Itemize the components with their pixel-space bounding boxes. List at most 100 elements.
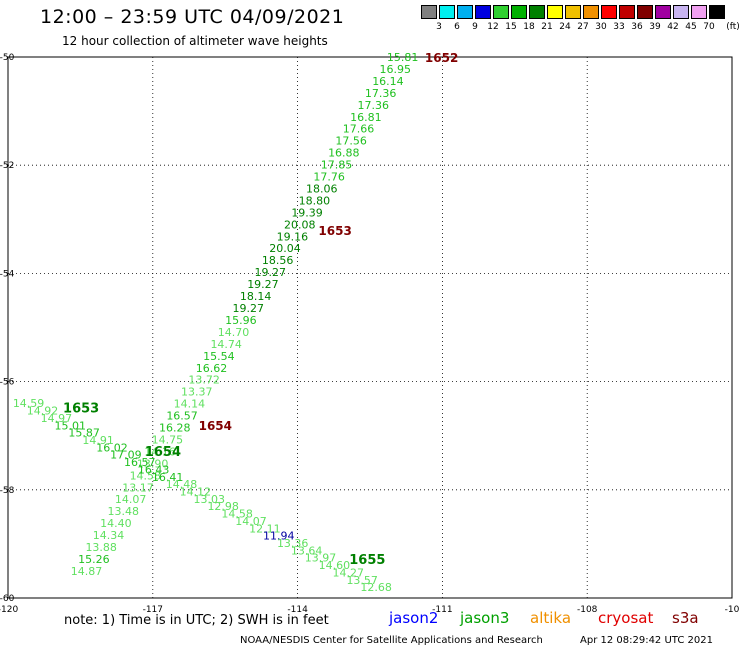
color-swatch <box>601 5 617 19</box>
color-tick-label: 36 <box>631 22 643 32</box>
wave-height-label: 14.58 <box>221 508 253 521</box>
wave-height-label: 13.57 <box>346 574 378 587</box>
wave-height-label: 18.14 <box>240 290 272 303</box>
wave-height-label: 14.27 <box>333 566 365 579</box>
wave-height-label: 13.48 <box>108 505 140 518</box>
wave-height-label: 17.56 <box>335 135 367 148</box>
wave-height-label: 12.11 <box>249 522 280 535</box>
legend-s3a: s3a <box>672 609 699 627</box>
pass-time-label: 1652 <box>425 51 458 65</box>
wave-height-label: 17.66 <box>343 123 375 136</box>
wave-height-label: 14.58 <box>130 469 162 482</box>
wave-height-label: 18.06 <box>306 182 338 195</box>
wave-height-label: 13.72 <box>188 374 220 387</box>
wave-height-label: 14.70 <box>218 326 250 339</box>
legend-cryosat: cryosat <box>598 609 654 627</box>
page-title: 12:00 – 23:59 UTC 04/09/2021 <box>40 6 345 28</box>
color-tick-label: 33 <box>613 22 625 32</box>
x-tick-label: -120 <box>0 605 18 615</box>
wave-height-label: 14.34 <box>93 529 125 542</box>
wave-height-label: 14.07 <box>235 515 267 528</box>
wave-height-label: 16.14 <box>372 75 404 88</box>
wave-height-label: 15.54 <box>203 350 235 363</box>
color-tick-label: 15 <box>505 22 517 32</box>
color-swatch <box>475 5 491 19</box>
x-tick-label: -111 <box>432 605 452 615</box>
color-swatch <box>565 5 581 19</box>
pass-time-label: 1653 <box>63 402 99 417</box>
x-tick-label: -10 <box>725 605 740 615</box>
wave-height-label: 13.37 <box>181 386 213 399</box>
wave-height-label: 18.80 <box>299 194 331 207</box>
wave-height-label: 14.40 <box>100 517 132 530</box>
wave-height-label: 16.43 <box>138 463 170 476</box>
wave-height-label: 17.76 <box>313 171 345 184</box>
map-frame <box>7 56 733 599</box>
wave-height-label: 15.87 <box>68 427 100 440</box>
wave-height-label: 16.57 <box>166 410 198 423</box>
legend-altika: altika <box>530 609 572 627</box>
wave-height-label: 17.36 <box>365 87 397 100</box>
color-tick-label: 18 <box>523 22 535 32</box>
y-tick-label: -56 <box>0 378 15 388</box>
wave-height-label: 13.64 <box>291 544 323 557</box>
wave-height-label: 14.92 <box>27 405 59 418</box>
wave-height-label: 19.16 <box>277 230 309 243</box>
pass-time-label: 1653 <box>318 224 351 238</box>
wave-height-label: 19.27 <box>255 266 286 279</box>
wave-height-label: 19.39 <box>291 206 323 219</box>
credit-organization: NOAA/NESDIS Center for Satellite Applica… <box>240 635 543 646</box>
y-tick-label: -58 <box>0 486 15 496</box>
color-tick-label: 24 <box>559 22 571 32</box>
wave-height-label: 15.26 <box>78 553 110 566</box>
y-tick-label: -54 <box>0 269 15 279</box>
color-swatch <box>547 5 563 19</box>
wave-height-label: 16.81 <box>350 111 382 124</box>
color-swatch <box>529 5 545 19</box>
wave-height-label: 17.09 <box>110 449 142 462</box>
pass-time-label: 1654 <box>145 445 181 460</box>
page-subtitle: 12 hour collection of altimeter wave hei… <box>62 34 328 48</box>
color-swatch <box>493 5 509 19</box>
wave-height-label: 13.97 <box>305 552 337 565</box>
wave-height-label: 16.62 <box>196 362 228 375</box>
color-swatch <box>709 5 725 19</box>
legend-jason2: jason2 <box>389 609 439 627</box>
color-swatch <box>691 5 707 19</box>
wave-height-label: 13.03 <box>194 493 226 506</box>
wave-height-label: 14.59 <box>13 397 45 410</box>
wave-height-label: 14.97 <box>41 412 73 425</box>
wave-height-label: 15.96 <box>225 314 256 327</box>
color-swatch <box>511 5 527 19</box>
wave-height-label: 14.48 <box>166 478 198 491</box>
wave-height-label: 14.14 <box>174 398 206 411</box>
wave-height-label: 19.27 <box>232 302 264 315</box>
wave-height-label: 17.85 <box>321 159 353 172</box>
color-swatch <box>457 5 473 19</box>
wave-height-label: 19.27 <box>247 278 279 291</box>
pass-time-label: 1654 <box>199 419 232 433</box>
wave-height-label: 16.28 <box>159 422 191 435</box>
x-tick-label: -114 <box>287 605 308 615</box>
color-unit-label: (ft) <box>726 22 740 32</box>
color-swatch <box>421 5 437 19</box>
wave-height-label: 13.17 <box>122 481 154 494</box>
color-swatch <box>583 5 599 19</box>
wave-height-label: 11.94 <box>263 530 295 543</box>
wave-height-label: 20.08 <box>284 218 316 231</box>
color-tick-label: 45 <box>685 22 697 32</box>
wave-height-label: 12.98 <box>207 500 239 513</box>
color-tick-label: 12 <box>487 22 499 32</box>
wave-height-label: 14.75 <box>152 433 184 446</box>
wave-height-label: 13.36 <box>277 537 309 550</box>
color-tick-label: 6 <box>454 22 460 32</box>
wave-height-label: 16.95 <box>380 63 412 76</box>
color-swatch <box>439 5 455 19</box>
color-tick-label: 3 <box>436 22 442 32</box>
wave-height-label: 13.90 <box>137 457 169 470</box>
credit-timestamp: Apr 12 08:29:42 UTC 2021 <box>580 635 713 646</box>
wave-height-label: 20.04 <box>269 242 301 255</box>
wave-height-label: 16.88 <box>328 147 360 160</box>
color-tick-label: 27 <box>577 22 589 32</box>
